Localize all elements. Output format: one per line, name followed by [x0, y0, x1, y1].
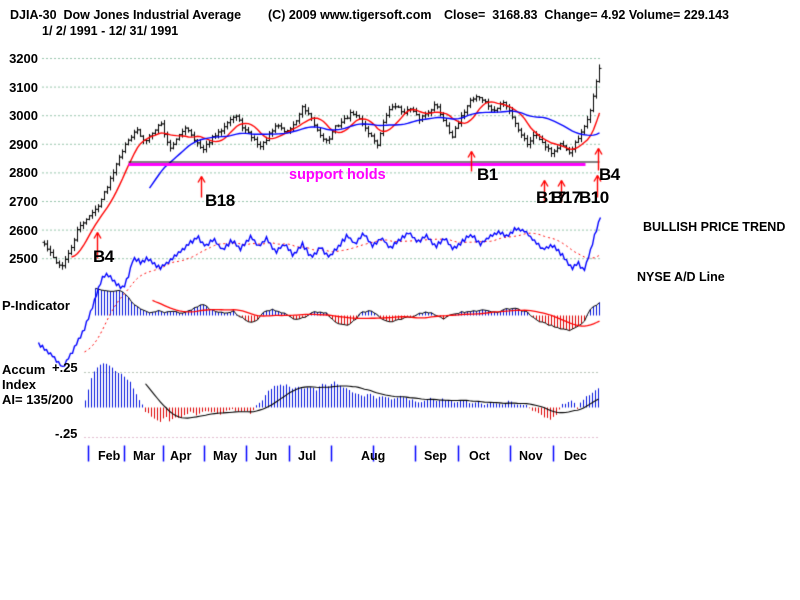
signal-label-b4: B4: [599, 165, 620, 184]
signal-label-b4: B4: [93, 247, 114, 266]
quote-stats: Close= 3168.83 Change= 4.92 Volume= 229.…: [444, 8, 730, 22]
price-tick-label: 3200: [9, 51, 38, 66]
chart-title: DJIA-30 Dow Jones Industrial Average: [10, 8, 242, 22]
month-label: Mar: [133, 449, 156, 463]
accum-label-line1: Accum: [2, 362, 46, 377]
month-label: Sep: [424, 449, 447, 463]
plus-25-level-label: +.25: [52, 360, 78, 375]
bullish-price-trend-label: BULLISH PRICE TREND: [643, 220, 786, 234]
signal-label-b18: B18: [205, 191, 235, 210]
price-tick-label: 2900: [9, 136, 38, 152]
month-label: Feb: [98, 449, 121, 463]
month-label: May: [213, 449, 238, 463]
month-label: Jul: [298, 449, 317, 463]
date-range: 1/ 2/ 1991 - 12/ 31/ 1991: [42, 24, 179, 38]
price-tick-label: 2600: [9, 222, 38, 238]
price-tick-label: 3000: [9, 108, 38, 124]
month-label: Oct: [469, 449, 490, 463]
copyright-text: (C) 2009 www.tigersoft.com: [268, 8, 432, 22]
minus-25-level-label: -.25: [55, 426, 78, 441]
month-label: Dec: [564, 449, 587, 463]
month-label: Jun: [255, 449, 278, 463]
month-label: Nov: [519, 449, 543, 463]
signal-label-b17: B17: [536, 188, 566, 207]
price-tick-label: 2800: [9, 165, 38, 181]
price-tick-label: 2700: [9, 194, 38, 209]
signal-label-b10: B10: [579, 188, 609, 207]
price-tick-label: 3100: [9, 79, 38, 95]
month-label: Apr: [170, 449, 192, 463]
price-tick-label: 2500: [9, 251, 38, 267]
support-holds-label: support holds: [289, 167, 386, 183]
nyse-ad-line-label: NYSE A/D Line: [637, 270, 725, 284]
month-label: Aug: [361, 449, 386, 463]
accum-label-line2: Index: [2, 377, 36, 392]
signal-label-b17: B17: [551, 188, 581, 207]
signal-label-b1: B1: [477, 165, 498, 184]
accum-ai-ratio: AI= 135/200: [2, 392, 74, 407]
p-indicator-label: P-Indicator: [2, 298, 70, 313]
